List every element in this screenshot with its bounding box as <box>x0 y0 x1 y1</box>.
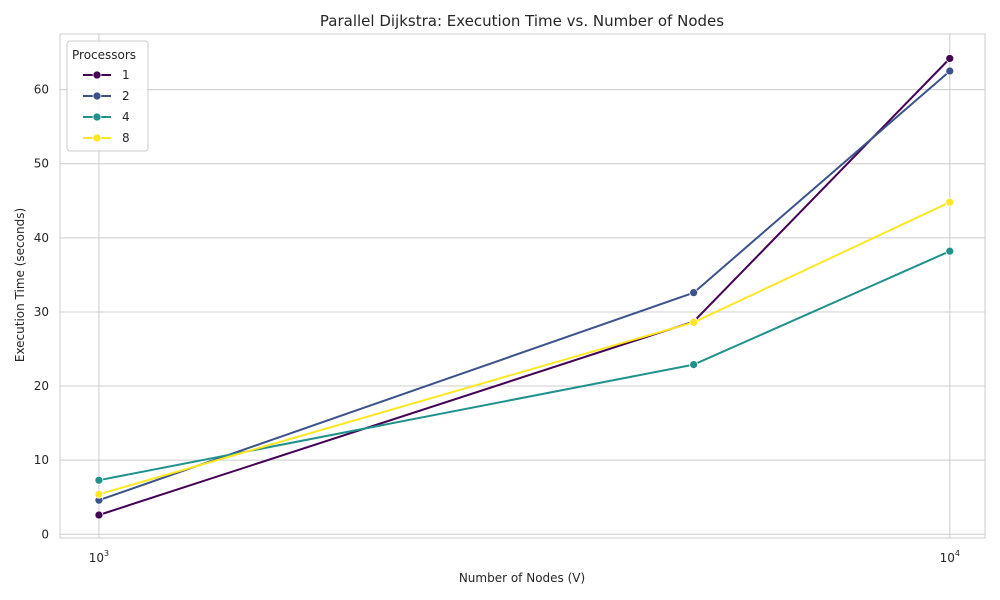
y-tick-label: 40 <box>34 231 49 245</box>
legend-marker <box>92 112 102 122</box>
legend-item: 8 <box>83 131 130 145</box>
data-point <box>945 66 955 76</box>
y-tick-label: 20 <box>34 379 49 393</box>
y-tick-label: 0 <box>41 527 49 541</box>
legend: Processors 1 2 4 8 <box>66 40 149 152</box>
legend-item: 1 <box>83 68 130 82</box>
legend-title: Processors <box>72 48 136 62</box>
x-axis-label: Number of Nodes (V) <box>459 571 585 585</box>
chart-title: Parallel Dijkstra: Execution Time vs. Nu… <box>320 12 724 30</box>
plot-area-frame <box>59 33 986 539</box>
y-axis-ticks: 0 10 20 30 40 50 60 <box>34 83 49 542</box>
data-point <box>689 317 699 327</box>
series-layer <box>94 54 955 520</box>
x-tick-label: 103 <box>89 549 109 565</box>
series-2 <box>94 66 955 505</box>
data-point <box>945 54 955 63</box>
y-tick-label: 60 <box>34 83 49 97</box>
legend-marker <box>92 133 102 143</box>
data-point <box>945 197 955 207</box>
series-4 <box>94 246 955 485</box>
data-point <box>689 360 699 369</box>
data-point <box>94 510 104 520</box>
legend-label: 4 <box>122 110 130 124</box>
data-point <box>945 246 955 256</box>
legend-label: 2 <box>122 89 130 103</box>
y-axis-label: Execution Time (seconds) <box>13 208 27 362</box>
legend-label: 8 <box>122 131 130 145</box>
y-tick-label: 50 <box>34 157 49 171</box>
legend-marker <box>92 91 102 101</box>
legend-items: 1 2 4 8 <box>83 68 130 145</box>
data-point <box>689 288 699 298</box>
data-point <box>94 489 104 499</box>
series-8 <box>94 197 955 499</box>
data-point <box>94 475 104 485</box>
x-tick-label: 104 <box>940 549 960 565</box>
y-tick-label: 30 <box>34 305 49 319</box>
legend-label: 1 <box>122 68 130 82</box>
legend-marker <box>92 70 102 80</box>
x-axis-ticks: 103 104 <box>89 549 960 565</box>
y-tick-label: 10 <box>34 453 49 467</box>
legend-item: 2 <box>83 89 130 103</box>
legend-item: 4 <box>83 110 130 124</box>
